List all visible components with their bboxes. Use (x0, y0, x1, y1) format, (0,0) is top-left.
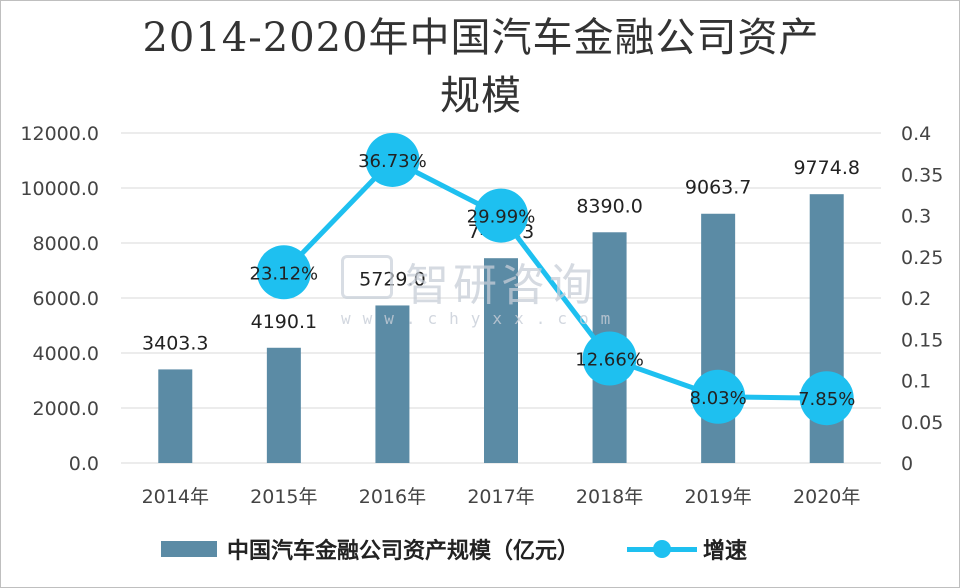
legend-item-bar: 中国汽车金融公司资产规模（亿元） (161, 533, 579, 565)
growth-value-label: 29.99% (467, 207, 536, 228)
chart-title: 2014-2020年中国汽车金融公司资产 规模 (1, 9, 960, 125)
right-y-axis: 0 0.05 0.1 0.15 0.2 0.25 0.3 0.35 0.4 (901, 123, 943, 475)
right-axis-tick-label: 0.4 (901, 123, 931, 145)
line-series (256, 132, 854, 426)
right-axis-tick-label: 0.3 (901, 206, 931, 228)
left-axis-tick-label: 6000.0 (33, 288, 99, 310)
bar-value-label: 4190.1 (251, 311, 317, 333)
bar (375, 305, 410, 463)
left-axis-tick-label: 4000.0 (33, 343, 99, 365)
legend-line-marker (653, 540, 672, 558)
chart-title-line-1: 2014-2020年中国汽车金融公司资产 (142, 15, 820, 61)
x-axis-tick-label: 2014年 (142, 486, 209, 508)
bar (158, 369, 193, 463)
growth-marker (799, 371, 854, 426)
left-axis-tick-label: 8000.0 (33, 233, 99, 255)
bar (484, 258, 518, 463)
right-axis-tick-label: 0.35 (901, 164, 943, 186)
watermark-logo-icon (341, 255, 393, 299)
growth-marker (474, 188, 528, 243)
x-axis-tick-label: 2016年 (359, 486, 426, 508)
growth-value-label: 7.85% (798, 389, 855, 410)
legend-bar-label: 中国汽车金融公司资产规模（亿元） (227, 539, 580, 564)
right-axis-tick-label: 0.2 (901, 288, 931, 310)
growth-value-label: 8.03% (690, 388, 747, 409)
legend-bar-swatch (161, 541, 217, 557)
legend-line-swatch (627, 539, 698, 559)
growth-value-label: 36.73% (358, 151, 427, 172)
left-axis-tick-label: 12000.0 (20, 123, 99, 145)
right-axis-tick-label: 0.15 (901, 329, 943, 351)
x-axis-tick-label: 2018年 (576, 486, 643, 508)
watermark: 智研咨询 www.chyxx.com (341, 249, 641, 339)
left-y-axis: 0.0 2000.0 4000.0 6000.0 8000.0 10000.0 12000.… (20, 123, 99, 475)
x-axis-tick-label: 2020年 (793, 486, 860, 508)
watermark-url: www.chyxx.com (341, 309, 623, 328)
line-data-labels: 23.12% 36.73% 29.99% 12.66% 8.03% 7.85% (250, 151, 856, 410)
x-axis-tick-label: 2015年 (250, 486, 317, 508)
x-axis-tick-label: 2017年 (467, 486, 534, 508)
bar (266, 347, 301, 463)
left-axis-tick-label: 10000.0 (20, 178, 99, 200)
bar-value-label: 9063.7 (685, 177, 751, 199)
x-axis-tick-label: 2019年 (684, 486, 751, 508)
x-axis: 2014年 2015年 2016年 2017年 2018年 2019年 2020年 (142, 486, 861, 508)
watermark-name: 智研咨询 (405, 260, 597, 311)
left-axis-tick-label: 0.0 (69, 453, 99, 475)
legend: 中国汽车金融公司资产规模（亿元） 增速 (161, 531, 795, 567)
growth-marker (256, 245, 311, 300)
bar-series (158, 194, 844, 463)
chart-title-line-2: 规模 (440, 73, 522, 119)
right-axis-tick-label: 0.05 (901, 412, 943, 434)
right-axis-tick-label: 0 (901, 453, 913, 475)
bar-value-label: 8390.0 (576, 195, 642, 217)
right-axis-tick-label: 0.1 (901, 371, 931, 393)
legend-item-line: 增速 (627, 533, 747, 565)
growth-marker (582, 331, 637, 386)
growth-value-label: 12.66% (575, 350, 644, 371)
growth-marker (365, 132, 420, 187)
bar (701, 213, 736, 463)
bar-value-label: 3403.3 (142, 332, 208, 354)
growth-marker (691, 369, 746, 424)
bar-value-label: 9774.8 (793, 157, 859, 179)
left-axis-tick-label: 2000.0 (33, 398, 99, 420)
legend-line-label: 增速 (703, 539, 748, 564)
growth-value-label: 23.12% (250, 263, 319, 284)
right-axis-tick-label: 0.25 (901, 247, 943, 269)
